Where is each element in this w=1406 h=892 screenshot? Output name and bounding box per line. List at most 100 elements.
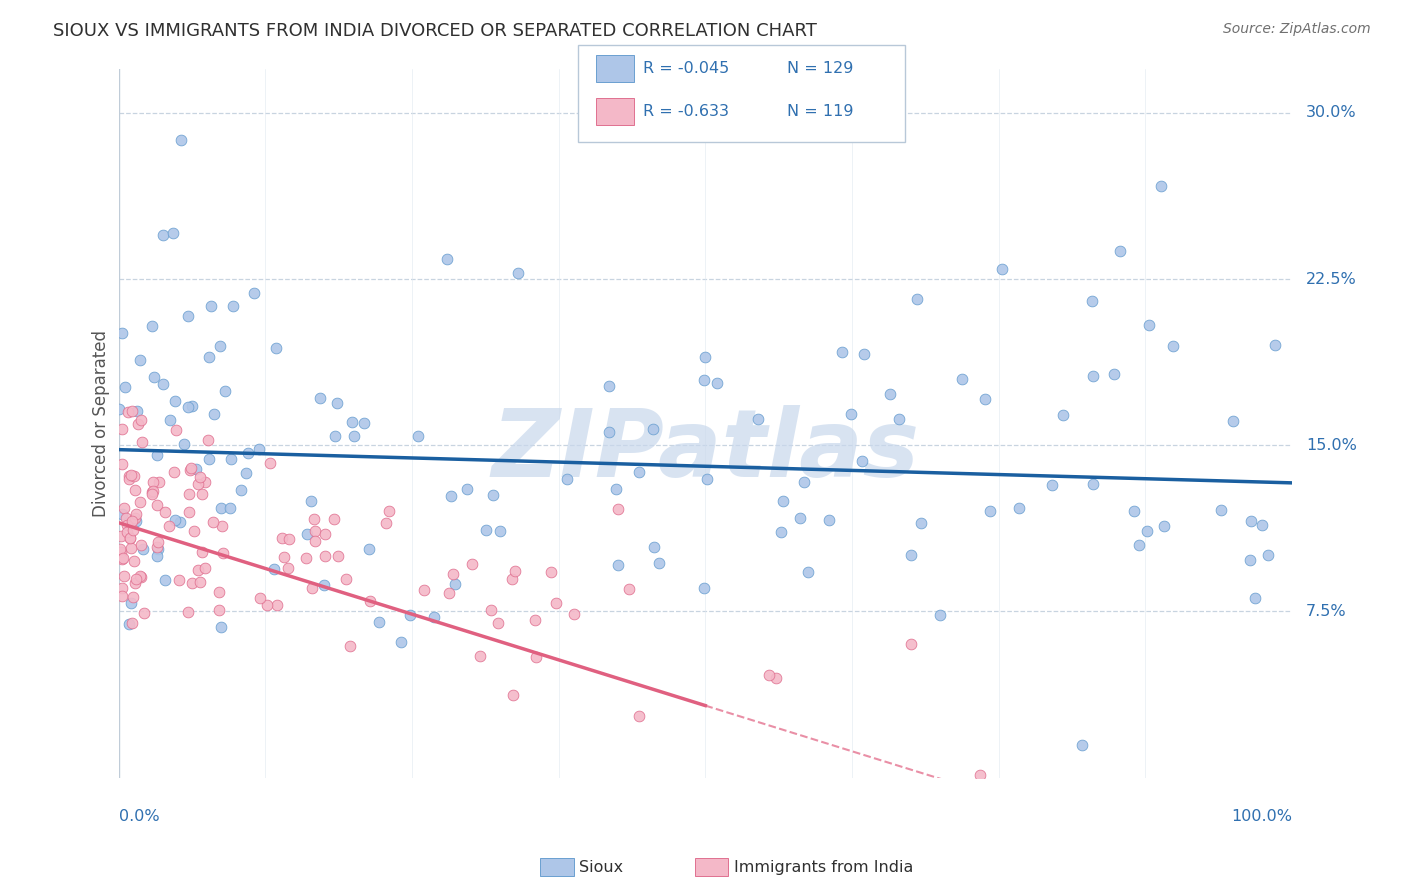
Point (301, 581, 323, 595)
Point (1153, 518, 1175, 533)
Point (124, 575, 146, 590)
Point (165, 513, 187, 527)
Point (177, 505, 200, 519)
Point (208, 603, 231, 617)
Point (124, 468, 146, 483)
Point (145, 541, 167, 555)
Point (110, 545, 132, 559)
Point (148, 535, 170, 549)
Point (110, 542, 132, 557)
Point (111, 421, 134, 435)
Point (1008, 500, 1031, 515)
Point (142, 370, 165, 384)
Point (692, 373, 714, 387)
Point (503, 564, 526, 578)
Text: 100.0%: 100.0% (1230, 809, 1292, 824)
Point (524, 649, 547, 664)
Point (256, 598, 278, 612)
Text: 22.5%: 22.5% (1306, 271, 1357, 286)
Point (120, 541, 142, 555)
Point (208, 585, 231, 599)
Point (129, 353, 152, 368)
Point (115, 511, 138, 525)
Point (295, 550, 318, 565)
Point (118, 531, 141, 545)
Point (479, 603, 502, 617)
Point (628, 465, 651, 479)
Point (979, 503, 1001, 517)
Point (270, 531, 292, 545)
Point (1150, 179, 1173, 194)
Point (831, 345, 853, 359)
Point (440, 489, 463, 503)
Point (243, 285, 266, 300)
Point (758, 668, 780, 682)
Text: 7.5%: 7.5% (1306, 604, 1347, 619)
Point (562, 607, 585, 622)
Point (118, 616, 141, 631)
Point (129, 495, 152, 509)
Point (950, 372, 973, 386)
Point (124, 510, 146, 524)
Point (389, 635, 412, 649)
Point (132, 542, 155, 557)
Point (231, 483, 253, 498)
Point (191, 486, 214, 500)
Text: R = -0.633: R = -0.633 (643, 104, 728, 119)
Text: N = 119: N = 119 (787, 104, 853, 119)
Point (235, 466, 257, 480)
Point (127, 417, 149, 431)
Point (120, 531, 142, 545)
Point (1122, 504, 1144, 518)
Point (1244, 591, 1267, 606)
Point (508, 266, 530, 280)
Point (194, 561, 217, 575)
Point (127, 404, 149, 418)
Point (209, 501, 232, 516)
Point (1240, 514, 1263, 528)
Point (299, 494, 322, 508)
Point (789, 510, 811, 524)
Point (120, 596, 142, 610)
Point (322, 512, 344, 526)
Point (441, 566, 464, 581)
Point (769, 524, 792, 539)
Point (399, 608, 422, 623)
Point (112, 501, 135, 516)
Text: R = -0.045: R = -0.045 (643, 62, 728, 76)
Point (1071, 738, 1094, 752)
Point (200, 299, 222, 313)
Point (1257, 548, 1279, 562)
Point (177, 310, 200, 324)
Point (122, 553, 145, 567)
Point (120, 468, 142, 483)
Point (169, 516, 191, 530)
Point (121, 514, 143, 528)
Text: ZIPatlas: ZIPatlas (491, 405, 920, 498)
Point (141, 484, 163, 499)
Point (696, 472, 718, 486)
Point (900, 637, 922, 651)
Point (176, 400, 198, 414)
Point (501, 572, 523, 586)
Point (162, 227, 184, 241)
Text: SIOUX VS IMMIGRANTS FROM INDIA DIVORCED OR SEPARATED CORRELATION CHART: SIOUX VS IMMIGRANTS FROM INDIA DIVORCED … (53, 22, 817, 40)
Point (165, 423, 187, 437)
Point (238, 446, 260, 460)
Point (111, 326, 134, 341)
Point (188, 574, 211, 589)
Point (461, 558, 484, 572)
Point (201, 516, 224, 530)
Point (326, 396, 349, 410)
Point (169, 133, 191, 147)
Point (190, 545, 212, 559)
Point (315, 526, 337, 541)
Text: 0.0%: 0.0% (118, 809, 159, 824)
Point (181, 576, 204, 591)
Text: N = 129: N = 129 (787, 62, 853, 76)
Point (169, 573, 191, 587)
Point (335, 573, 357, 587)
Point (124, 483, 146, 497)
Point (221, 299, 243, 313)
Point (617, 582, 640, 597)
